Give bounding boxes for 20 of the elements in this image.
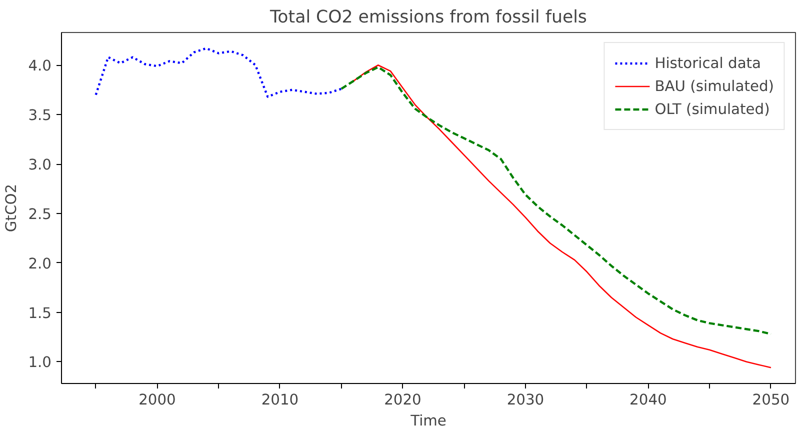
legend-label: Historical data	[654, 54, 762, 72]
y-tick-label: 4.0	[28, 58, 52, 75]
x-tick-label: 2020	[384, 392, 422, 408]
y-tick-label: 3.5	[28, 107, 52, 124]
y-tick-label: 1.0	[28, 354, 52, 372]
x-tick-label: 2030	[506, 392, 544, 408]
y-tick-label: 3.0	[28, 156, 52, 174]
x-tick-label: 2010	[261, 392, 299, 408]
legend-label: OLT (simulated)	[654, 100, 770, 118]
y-axis-title: GtCO2	[3, 184, 20, 232]
chart-title: Total CO2 emissions from fossil fuels	[269, 8, 587, 28]
y-tick-label: 2.0	[28, 255, 52, 272]
line-series	[94, 47, 342, 98]
y-tick-label: 2.5	[28, 206, 52, 223]
x-axis-title: Time	[410, 412, 446, 430]
x-tick-label: 2000	[138, 392, 176, 408]
x-tick-label: 2050	[752, 392, 790, 408]
legend-label: BAU (simulated)	[654, 78, 774, 94]
x-tick-label: 2040	[630, 392, 667, 408]
y-tick-label: 1.5	[28, 304, 52, 322]
